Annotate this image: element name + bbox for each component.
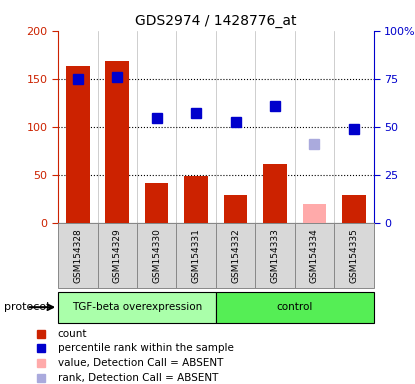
Bar — [137, 223, 176, 288]
Text: count: count — [58, 329, 87, 339]
Text: GSM154330: GSM154330 — [152, 228, 161, 283]
Bar — [58, 292, 216, 323]
Text: GSM154328: GSM154328 — [73, 228, 82, 283]
Text: control: control — [276, 302, 313, 312]
Text: GSM154334: GSM154334 — [310, 228, 319, 283]
Text: rank, Detection Call = ABSENT: rank, Detection Call = ABSENT — [58, 373, 218, 383]
Text: protocol: protocol — [4, 302, 49, 312]
Bar — [98, 223, 137, 288]
Bar — [263, 164, 287, 223]
Bar — [105, 61, 129, 223]
Bar — [255, 223, 295, 288]
Bar — [176, 223, 216, 288]
Bar — [58, 223, 98, 288]
Bar — [216, 292, 374, 323]
Text: GSM154335: GSM154335 — [349, 228, 358, 283]
Text: TGF-beta overexpression: TGF-beta overexpression — [72, 302, 202, 312]
Text: percentile rank within the sample: percentile rank within the sample — [58, 343, 233, 353]
Bar — [184, 176, 208, 223]
Bar — [295, 223, 334, 288]
Bar — [303, 204, 326, 223]
Text: value, Detection Call = ABSENT: value, Detection Call = ABSENT — [58, 358, 223, 368]
Text: GSM154329: GSM154329 — [113, 228, 122, 283]
Bar — [145, 184, 168, 223]
Title: GDS2974 / 1428776_at: GDS2974 / 1428776_at — [135, 14, 297, 28]
Bar — [66, 66, 90, 223]
Bar — [224, 195, 247, 223]
Text: GSM154332: GSM154332 — [231, 228, 240, 283]
Bar — [216, 223, 255, 288]
Bar — [342, 195, 366, 223]
Bar — [334, 223, 374, 288]
Text: GSM154331: GSM154331 — [192, 228, 200, 283]
Text: GSM154333: GSM154333 — [271, 228, 279, 283]
